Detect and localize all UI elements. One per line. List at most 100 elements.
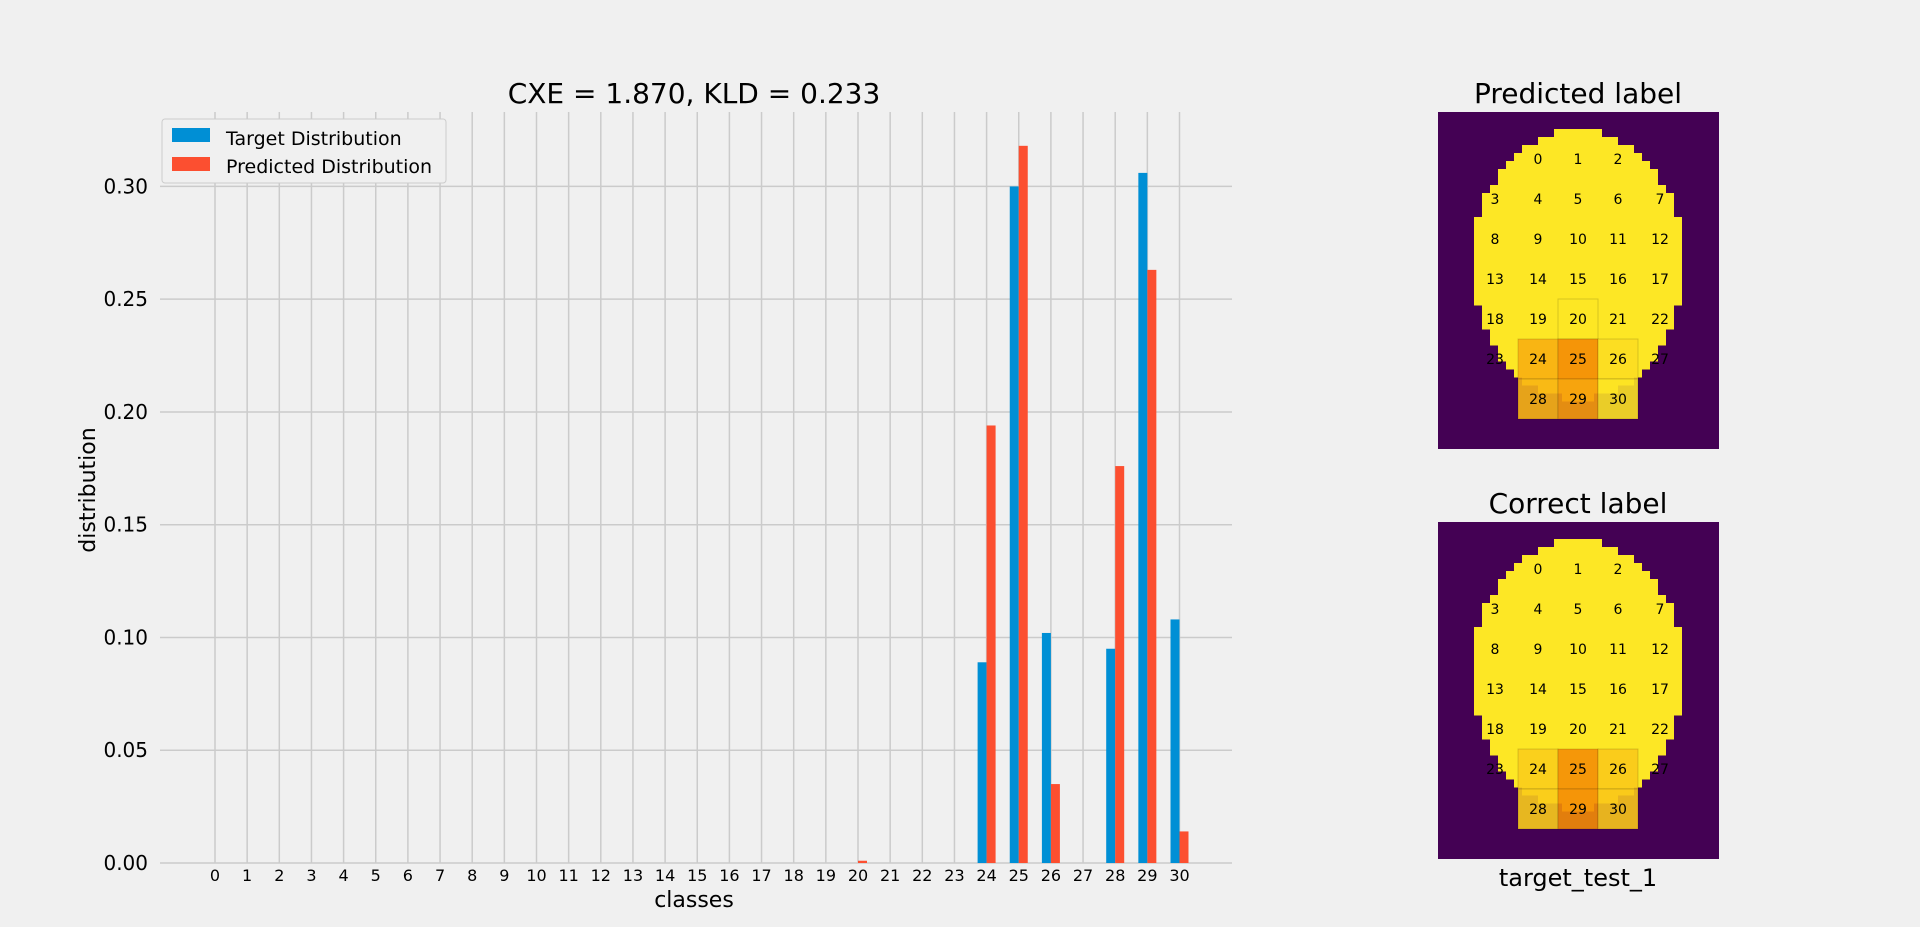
disk-segment	[1474, 635, 1682, 644]
cell-label: 8	[1491, 232, 1500, 248]
x-tick-label: 6	[403, 866, 413, 885]
cell-label: 18	[1486, 722, 1504, 738]
cell-label: 12	[1651, 642, 1669, 658]
heat-cell-28	[1517, 378, 1559, 420]
cell-label: 26	[1609, 352, 1627, 368]
x-tick-label: 19	[816, 866, 836, 885]
y-tick-labels: 0.00 0.05 0.10 0.15 0.20 0.25 0.30	[103, 174, 148, 875]
cell-label: 19	[1529, 722, 1547, 738]
x-tick-label: 13	[623, 866, 643, 885]
cell-label: 16	[1609, 682, 1627, 698]
disk-segment	[1498, 169, 1658, 178]
disk-segment	[1474, 683, 1682, 692]
disk-segment	[1474, 675, 1682, 684]
heat-cell-26	[1597, 338, 1639, 380]
disk-segment	[1538, 137, 1618, 146]
cell-label: 24	[1529, 762, 1547, 778]
x-tick-label: 2	[274, 866, 284, 885]
legend-swatch-predicted	[172, 157, 210, 171]
bar-target-25	[1009, 186, 1019, 864]
disk-segment	[1474, 257, 1682, 266]
cell-label: 6	[1614, 192, 1623, 208]
cell-label: 21	[1609, 312, 1627, 328]
correct-label-xlabel: target_test_1	[1499, 864, 1657, 892]
cell-label: 3	[1491, 192, 1500, 208]
legend-frame	[161, 118, 447, 184]
x-tick-labels: 0 1 2 3 4 5 6 7 8 9 10 11 12 13 14 15 16 17 18 19 20 21 22 23 24…	[210, 866, 1190, 885]
cell-label: 23	[1486, 352, 1504, 368]
y-tick-label: 0.20	[103, 400, 148, 424]
legend-swatch-target	[172, 128, 210, 142]
bar-target-29	[1138, 172, 1148, 863]
disk-segment	[1474, 265, 1682, 274]
cell-label: 4	[1534, 192, 1543, 208]
legend: Target Distribution Predicted Distributi…	[161, 118, 447, 184]
x-tick-label: 24	[976, 866, 996, 885]
x-tick-label: 25	[1009, 866, 1029, 885]
cell-label: 17	[1651, 682, 1669, 698]
cell-label: 12	[1651, 232, 1669, 248]
x-tick-label: 30	[1169, 866, 1189, 885]
cell-label: 1	[1574, 152, 1583, 168]
disk-segment	[1474, 273, 1682, 282]
disk-segment	[1522, 555, 1634, 564]
x-tick-label: 26	[1041, 866, 1061, 885]
disk-segment	[1474, 667, 1682, 676]
x-tick-label: 27	[1073, 866, 1093, 885]
disk-segment	[1474, 249, 1682, 258]
bar-predicted-26	[1050, 784, 1060, 863]
x-axis-label: classes	[654, 888, 734, 913]
disk-segment	[1498, 177, 1658, 186]
heat-cell-30	[1597, 788, 1639, 830]
cell-label: 27	[1651, 352, 1669, 368]
disk-segment	[1554, 129, 1602, 138]
cell-label: 29	[1569, 392, 1587, 408]
correct-label-title: Correct label	[1489, 487, 1668, 520]
disk-segment	[1498, 587, 1658, 596]
cell-label: 19	[1529, 312, 1547, 328]
disk-segment	[1474, 233, 1682, 242]
cell-label: 14	[1529, 682, 1547, 698]
disk-segment	[1506, 571, 1650, 580]
cell-label: 22	[1651, 312, 1669, 328]
disk-segment	[1474, 651, 1682, 660]
cell-label: 7	[1656, 192, 1665, 208]
cell-label: 27	[1651, 762, 1669, 778]
x-tick-label: 20	[848, 866, 868, 885]
x-tick-label: 3	[306, 866, 316, 885]
cell-label: 24	[1529, 352, 1547, 368]
disk-segment	[1482, 619, 1674, 628]
cell-label: 1	[1574, 562, 1583, 578]
disk-segment	[1474, 659, 1682, 668]
x-tick-label: 22	[912, 866, 932, 885]
bar-target-24	[977, 662, 987, 863]
disk-segment	[1474, 281, 1682, 290]
x-tick-label: 4	[339, 866, 349, 885]
cell-label: 29	[1569, 802, 1587, 818]
x-tick-label: 17	[751, 866, 771, 885]
cell-label: 21	[1609, 722, 1627, 738]
disk-segment	[1474, 691, 1682, 700]
disk-segment	[1490, 185, 1666, 194]
heat-cell-26	[1597, 748, 1639, 790]
cell-label: 18	[1486, 312, 1504, 328]
bar-target-28	[1106, 648, 1116, 863]
cell-label: 15	[1569, 682, 1587, 698]
disk-segment	[1474, 707, 1682, 716]
disk-segment	[1490, 595, 1666, 604]
cell-label: 20	[1569, 722, 1587, 738]
bar-predicted-28	[1115, 466, 1125, 863]
y-tick-label: 0.30	[103, 174, 148, 198]
disk-segment	[1474, 217, 1682, 226]
cell-label: 28	[1529, 392, 1547, 408]
cell-label: 11	[1609, 232, 1627, 248]
x-tick-label: 14	[655, 866, 675, 885]
heat-cell-20	[1557, 298, 1599, 340]
x-tick-label: 18	[784, 866, 804, 885]
y-tick-label: 0.05	[103, 738, 148, 762]
disk-segment	[1514, 563, 1642, 572]
disk-segment	[1522, 145, 1634, 154]
cell-label: 10	[1569, 232, 1587, 248]
cell-label: 5	[1574, 192, 1583, 208]
